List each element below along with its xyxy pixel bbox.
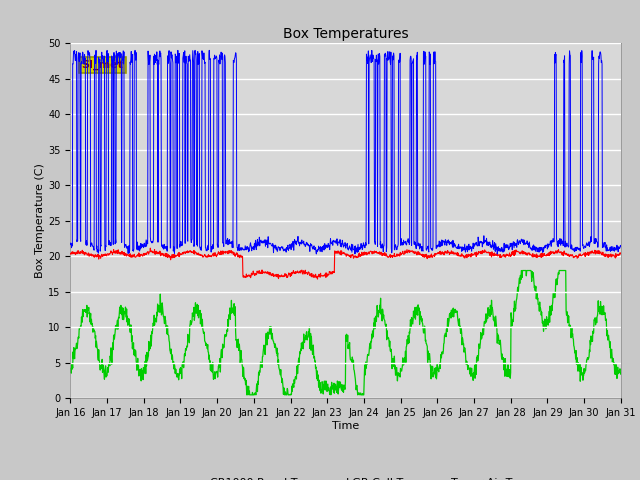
X-axis label: Time: Time (332, 421, 359, 431)
Text: SI_met: SI_met (81, 60, 124, 71)
Y-axis label: Box Temperature (C): Box Temperature (C) (35, 163, 45, 278)
Legend: CR1000 Panel T, LGR Cell T, Tower Air T: CR1000 Panel T, LGR Cell T, Tower Air T (175, 473, 516, 480)
Title: Box Temperatures: Box Temperatures (283, 27, 408, 41)
